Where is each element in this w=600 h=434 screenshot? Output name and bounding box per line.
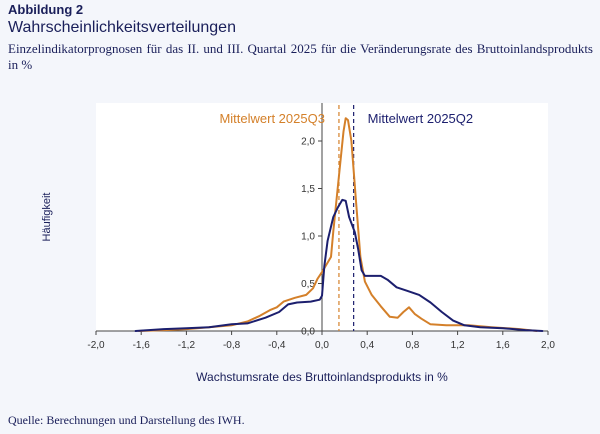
figure-subtitle: Einzelindikatorprognosen für das II. und…	[8, 41, 593, 72]
x-tick-label: 0,0	[315, 340, 329, 351]
series-line-2025Q3	[137, 117, 538, 332]
x-tick-label: -1,2	[178, 340, 196, 351]
chart-area: -2,0 -1,6 -1,2 -0,8 -0,4 0,0 0,4 0,8 1,2 1,6 2,0 0,…	[0, 90, 600, 400]
y-tick-label: 2,0	[301, 137, 315, 148]
y-tick-label: 0,0	[301, 327, 315, 338]
x-tick-label: 1,2	[451, 340, 465, 351]
x-tick-label: -1,6	[133, 340, 151, 351]
figure-title: Wahrscheinlichkeitsverteilungen	[8, 19, 236, 36]
x-tick-label: -0,8	[223, 340, 241, 351]
y-tick-label: 1,0	[301, 232, 315, 243]
x-tick-label: 1,6	[496, 340, 510, 351]
figure-header: Abbildung 2 Wahrscheinlichkeitsverteilun…	[8, 2, 596, 73]
mean-label-q3: Mittelwert 2025Q3	[219, 111, 325, 126]
mean-label-q2: Mittelwert 2025Q2	[368, 111, 474, 126]
source-note: Quelle: Berechnungen und Darstellung des…	[8, 413, 245, 427]
x-tick-label: 0,8	[405, 340, 419, 351]
series-line-2025Q2	[134, 198, 544, 332]
x-tick-label: -2,0	[87, 340, 105, 351]
y-tick-label: 1,5	[301, 184, 315, 195]
y-axis-title: Häufigkeit	[41, 193, 53, 242]
x-tick-label: -0,4	[268, 340, 286, 351]
x-tick-label: 0,4	[360, 340, 374, 351]
x-tick-label: 2,0	[541, 340, 555, 351]
figure-label: Abbildung 2	[8, 2, 84, 17]
y-tick-label: 0,5	[301, 279, 315, 290]
x-axis-title: Wachstumsrate des Bruttoinlandsprodukts …	[196, 370, 448, 384]
distribution-chart: -2,0 -1,6 -1,2 -0,8 -0,4 0,0 0,4 0,8 1,2 1,6 2,0 0,…	[41, 103, 555, 384]
